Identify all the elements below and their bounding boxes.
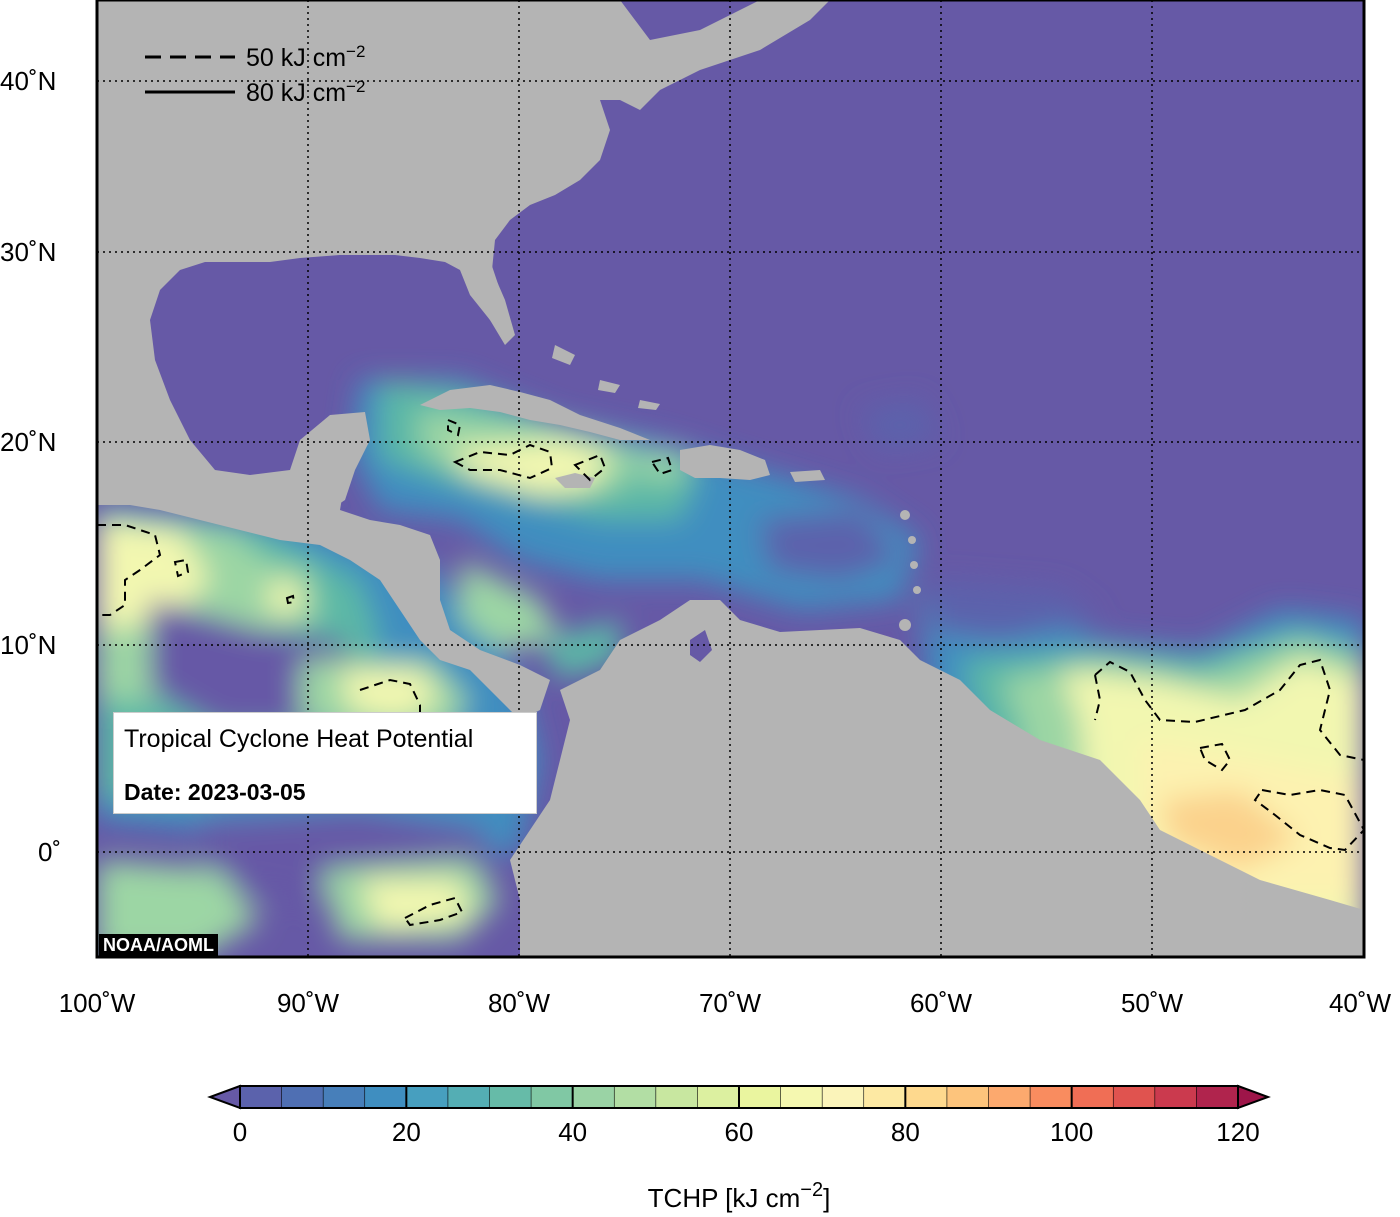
info-box: Tropical Cyclone Heat Potential Date: 20… bbox=[113, 712, 537, 814]
colorbar-segment bbox=[406, 1086, 449, 1108]
colorbar-segment bbox=[572, 1086, 615, 1108]
colorbar-tick-label: 80 bbox=[891, 1117, 920, 1147]
colorbar-segment bbox=[988, 1086, 1031, 1108]
contour-atlantic-ring bbox=[1198, 742, 1232, 772]
colorbar-segment bbox=[946, 1086, 990, 1108]
colorbar-ticks: 0 20 40 60 80 100 120 bbox=[233, 1086, 1260, 1147]
colorbar-segment bbox=[281, 1086, 324, 1108]
colorbar-segment bbox=[655, 1086, 699, 1108]
map-title: Tropical Cyclone Heat Potential bbox=[124, 725, 474, 753]
colorbar-min-arrow bbox=[207, 1084, 241, 1110]
colorbar-segment bbox=[364, 1086, 407, 1108]
contours-50 bbox=[97, 418, 1364, 927]
colorbar-tick-label: 40 bbox=[558, 1117, 587, 1147]
graticule bbox=[97, 0, 1364, 957]
contour-atlantic-south bbox=[1253, 788, 1364, 852]
lat-tick-label: 10˚N bbox=[0, 630, 56, 660]
puerto-rico-landmass bbox=[790, 470, 825, 482]
colorbar-segment bbox=[863, 1086, 906, 1108]
islands bbox=[552, 345, 921, 645]
colorbar-segment bbox=[531, 1086, 574, 1108]
colorbar-segment bbox=[489, 1086, 532, 1108]
legend-solid-label: 80 kJ cm−2 bbox=[246, 77, 365, 108]
contour-atlantic-east bbox=[1094, 658, 1364, 761]
colorbar-segment bbox=[822, 1086, 865, 1108]
contour-cuba-south bbox=[447, 418, 462, 437]
lat-tick-label: 30˚N bbox=[0, 237, 56, 267]
colorbar-tick-label: 20 bbox=[392, 1117, 421, 1147]
south-america-landmass bbox=[510, 600, 1364, 957]
lon-tick-label: 50˚W bbox=[1121, 988, 1184, 1018]
colorbar-segment bbox=[1071, 1086, 1114, 1108]
colorbar-segment bbox=[1154, 1086, 1198, 1108]
jamaica-landmass bbox=[555, 473, 595, 488]
map-date: Date: 2023-03-05 bbox=[124, 779, 306, 805]
colorbar-segment bbox=[1030, 1086, 1073, 1108]
line-legend: 50 kJ cm−2 80 kJ cm−2 bbox=[145, 42, 365, 108]
hispaniola-landmass bbox=[680, 445, 770, 480]
colorbar-segments bbox=[240, 1086, 1239, 1108]
contour-pacific-small bbox=[173, 558, 190, 578]
colorbar-tick-label: 120 bbox=[1216, 1117, 1259, 1147]
contour-pacific-point bbox=[285, 594, 296, 605]
lat-axis: 40˚N 30˚N 20˚N 10˚N 0˚ bbox=[0, 66, 61, 867]
lon-tick-label: 100˚W bbox=[59, 988, 136, 1018]
lon-tick-label: 90˚W bbox=[277, 988, 340, 1018]
lon-axis: 100˚W 90˚W 80˚W 70˚W 60˚W 50˚W 40˚W bbox=[59, 988, 1392, 1018]
north-america-landmass bbox=[97, 0, 830, 720]
colorbar-tick-label: 100 bbox=[1050, 1117, 1093, 1147]
yucatan-landmass bbox=[300, 412, 370, 510]
lat-tick-label: 20˚N bbox=[0, 427, 56, 457]
contour-atlantic-left bbox=[1094, 674, 1102, 721]
contour-caribbean bbox=[452, 443, 554, 480]
lon-tick-label: 70˚W bbox=[699, 988, 762, 1018]
lat-tick-label: 0˚ bbox=[38, 837, 61, 867]
colorbar-max-arrow bbox=[1237, 1084, 1271, 1110]
florida-landmass bbox=[465, 260, 512, 340]
colorbar-segment bbox=[697, 1086, 740, 1108]
credit-label: NOAA/AOML bbox=[99, 934, 218, 957]
lon-tick-label: 40˚W bbox=[1329, 988, 1392, 1018]
colorbar: 0 20 40 60 80 100 120 TCHP [kJ cm−2] bbox=[207, 1084, 1271, 1213]
colorbar-segment bbox=[1196, 1086, 1239, 1108]
lon-tick-label: 80˚W bbox=[488, 988, 551, 1018]
lon-tick-label: 60˚W bbox=[910, 988, 973, 1018]
lat-tick-label: 40˚N bbox=[0, 66, 56, 96]
lake-maracaibo bbox=[690, 630, 712, 662]
contour-pacific-south bbox=[403, 896, 464, 927]
colorbar-tick-label: 0 bbox=[233, 1117, 247, 1147]
legend-dashed-label: 50 kJ cm−2 bbox=[246, 42, 365, 73]
cuba-landmass bbox=[420, 385, 650, 440]
colorbar-segment bbox=[1113, 1086, 1156, 1108]
colorbar-segment bbox=[447, 1086, 491, 1108]
contour-pacific-west bbox=[97, 524, 162, 616]
colorbar-segment bbox=[323, 1086, 366, 1108]
colorbar-segment bbox=[780, 1086, 823, 1108]
contour-haiti bbox=[650, 456, 674, 476]
colorbar-segment bbox=[905, 1086, 948, 1108]
colorbar-segment bbox=[614, 1086, 657, 1108]
colorbar-tick-label: 60 bbox=[725, 1117, 754, 1147]
land bbox=[97, 0, 1364, 957]
colorbar-title: TCHP [kJ cm−2] bbox=[648, 1179, 831, 1213]
contour-pacific-mid bbox=[359, 678, 421, 712]
colorbar-segment bbox=[240, 1086, 283, 1108]
colorbar-segment bbox=[739, 1086, 782, 1108]
contour-caribbean-east bbox=[573, 453, 607, 482]
map-frame bbox=[95, 0, 1366, 959]
